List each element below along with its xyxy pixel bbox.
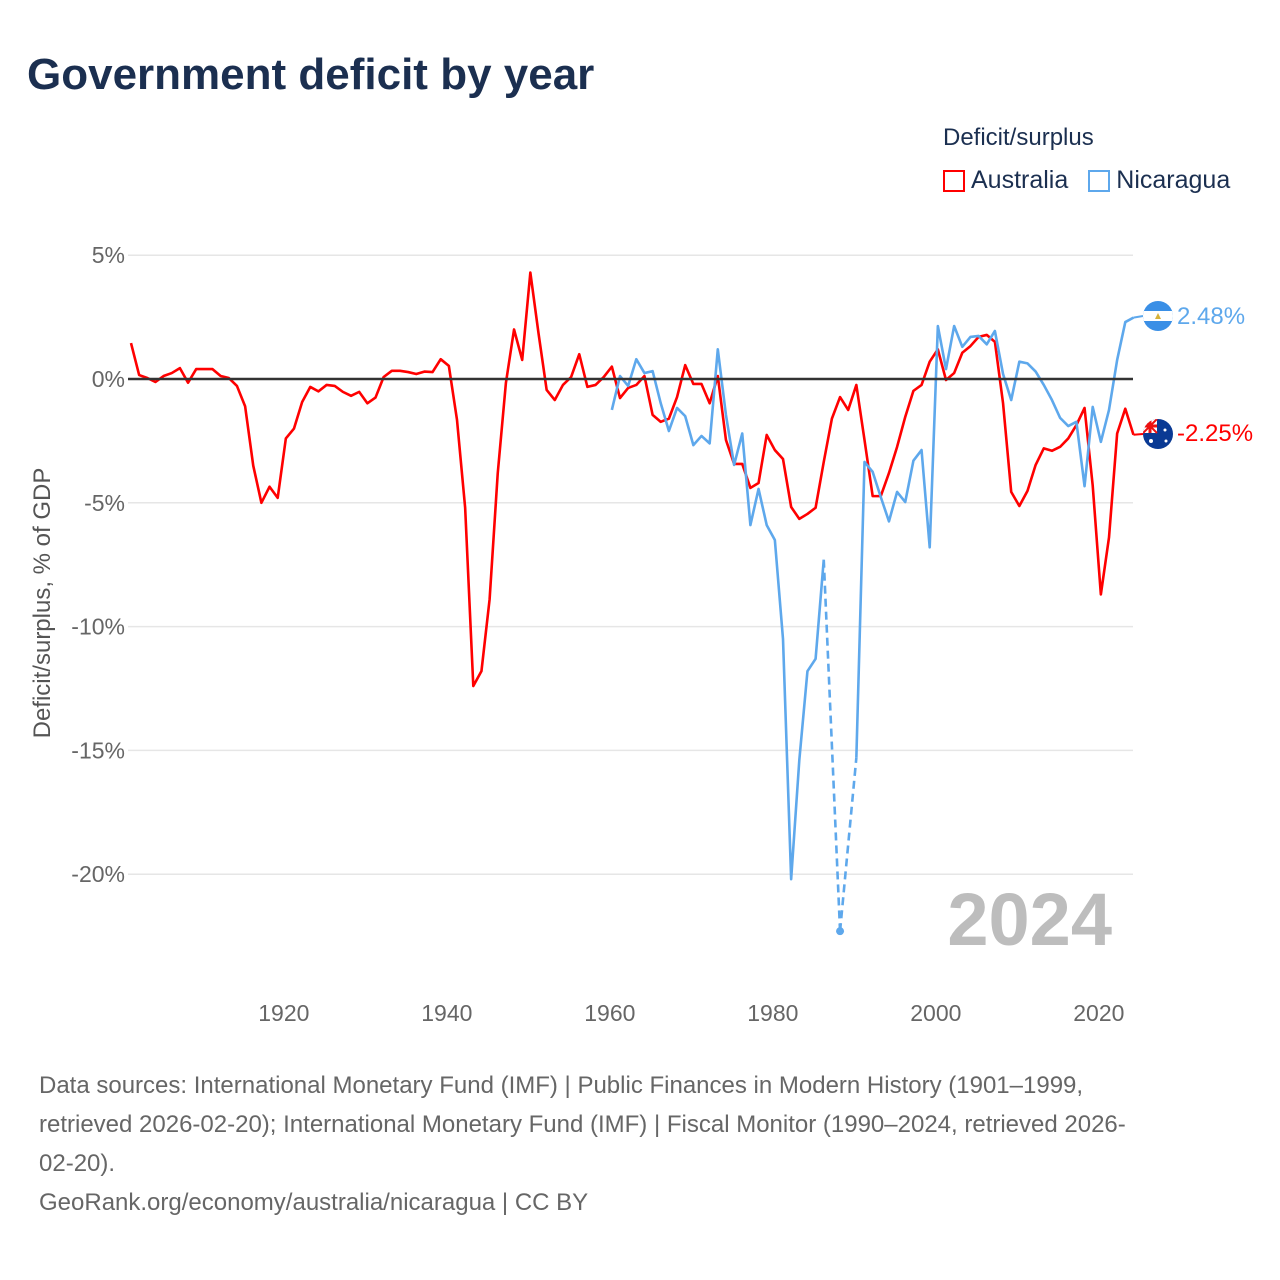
y-tick-label: -10% (71, 614, 125, 640)
nicaragua-line (855, 316, 1135, 758)
y-tick-label: -5% (84, 490, 125, 516)
nicaragua-gap-line (838, 757, 858, 932)
y-tick-label: -20% (71, 861, 125, 887)
footer-line: 02-20). (39, 1150, 116, 1177)
x-tick-label: 1980 (747, 1000, 798, 1026)
footer-sources: Data sources: International Monetary Fun… (39, 1066, 1249, 1222)
y-tick-label: 0% (92, 366, 125, 392)
x-tick-label: 1940 (421, 1000, 472, 1026)
australia-label-connector (1133, 433, 1144, 436)
chart-title: Government deficit by year (27, 50, 595, 99)
footer-attribution-link[interactable]: GeoRank.org/economy/australia/nicaragua … (39, 1189, 589, 1216)
legend-swatch-australia (943, 169, 965, 192)
australia-end-value: -2.25% (1177, 420, 1253, 447)
legend-label-australia: Australia (971, 166, 1069, 194)
y-tick-label: -15% (71, 737, 125, 763)
nicaragua-end-value: 2.48% (1177, 303, 1245, 330)
footer-line: retrieved 2026-02-20); International Mon… (39, 1111, 1126, 1138)
legend-swatch-nicaragua (1088, 169, 1111, 192)
legend-title: Deficit/surplus (943, 124, 1094, 151)
x-axis-ticks: 1920 1940 1960 1980 2000 2020 (258, 1000, 1124, 1026)
series-lines (128, 271, 1144, 936)
legend-item-nicaragua[interactable]: Nicaragua (1088, 166, 1230, 195)
year-label: 2024 (947, 878, 1112, 961)
x-tick-label: 1920 (258, 1000, 309, 1026)
legend-label-nicaragua: Nicaragua (1116, 166, 1231, 194)
legend: Australia Nicaragua (943, 166, 1230, 195)
x-tick-label: 2000 (910, 1000, 961, 1026)
end-labels: 2.48% -2.25% (1143, 301, 1253, 449)
australia-flag-icon (1143, 419, 1173, 449)
nicaragua-label-connector (1133, 315, 1144, 319)
legend-item-australia[interactable]: Australia (943, 166, 1068, 195)
y-axis-label: Deficit/surplus, % of GDP (29, 468, 56, 739)
nicaragua-gap-line (822, 559, 842, 932)
nicaragua-line (610, 347, 826, 881)
x-tick-label: 1960 (584, 1000, 635, 1026)
x-tick-label: 2020 (1073, 1000, 1124, 1026)
grid-lines (128, 254, 1133, 875)
nicaragua-flag-icon (1143, 301, 1173, 331)
y-axis-ticks: 5% 0% -5% -10% -15% -20% (71, 242, 125, 887)
footer-line: Data sources: International Monetary Fun… (39, 1072, 1084, 1099)
australia-line (129, 271, 1135, 688)
y-tick-label: 5% (92, 242, 125, 268)
